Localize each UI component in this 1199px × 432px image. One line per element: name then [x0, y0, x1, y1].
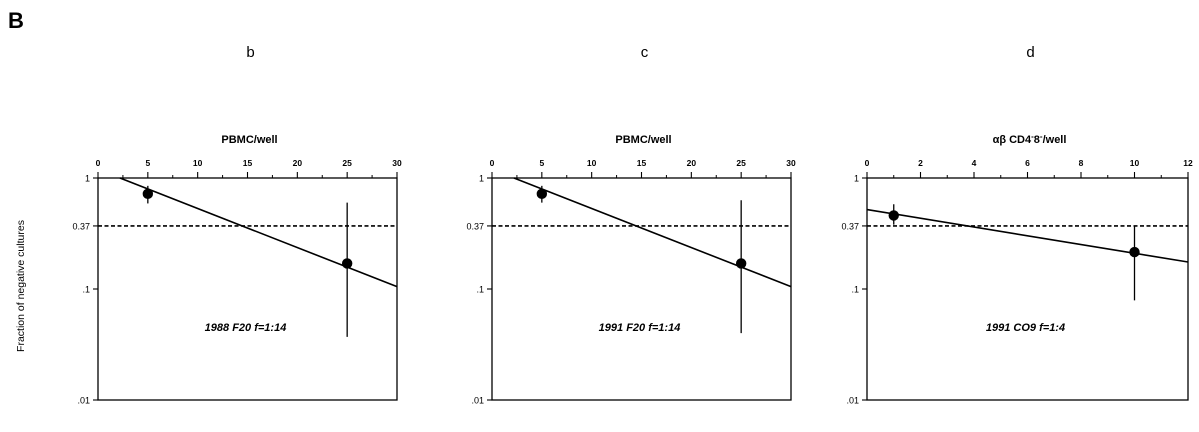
x-tick-label: 0	[490, 158, 495, 168]
x-tick-label: 2	[918, 158, 923, 168]
data-point	[536, 188, 548, 200]
x-tick-label: 20	[687, 158, 697, 168]
x-tick-label: 8	[1079, 158, 1084, 168]
chart-panel-b: b PBMC/well 0 5 10 15 20 25 30 1 0.37 .1 .01 1988 F20…	[72, 44, 402, 406]
frequency-annotation: 1991 F20 f=1:14	[599, 322, 681, 334]
y-tick-label: .1	[476, 285, 484, 295]
fit-line	[866, 208, 1189, 263]
x-axis-label-part: /well	[1043, 134, 1067, 146]
x-axis-label-sup: -	[1031, 132, 1034, 141]
data-point	[1129, 246, 1140, 258]
chart-panel-c: c PBMC/well 0 5 10 15 20 25 30 1 0.37 .1 .01 1991 F20…	[466, 44, 796, 406]
x-tick-label: 30	[392, 158, 402, 168]
y-tick-label: 1	[85, 174, 90, 184]
fit-line	[119, 177, 398, 288]
x-tick-label: 30	[786, 158, 796, 168]
x-axis-label-sup: -	[1040, 132, 1043, 141]
x-tick-label: 25	[736, 158, 746, 168]
x-axis-label: PBMC/well	[615, 134, 671, 146]
data-point	[341, 258, 353, 269]
panel-label: B	[8, 8, 24, 33]
plot-frame	[866, 177, 1189, 401]
x-tick-label: 5	[145, 158, 150, 168]
x-tick-label: 5	[539, 158, 544, 168]
x-axis-label: αβ CD4-8-/well	[993, 132, 1067, 146]
plot-frame	[491, 177, 792, 401]
subpanel-letter: b	[246, 44, 254, 61]
y-tick-label: .01	[846, 396, 859, 406]
x-tick-label: 10	[1130, 158, 1140, 168]
y-tick-label: 0.37	[466, 221, 484, 231]
y-tick-label: 0.37	[72, 221, 90, 231]
frequency-annotation: 1991 CO9 f=1:4	[986, 322, 1065, 334]
x-tick-label: 0	[865, 158, 870, 168]
y-tick-label: 1	[854, 174, 859, 184]
x-tick-label: 10	[587, 158, 597, 168]
y-tick-label: .1	[82, 285, 90, 295]
y-tick-label: .01	[471, 396, 484, 406]
x-tick-label: 15	[243, 158, 253, 168]
data-point	[888, 210, 899, 221]
y-axis-label: Fraction of negative cultures	[15, 220, 27, 352]
x-tick-label: 15	[637, 158, 647, 168]
y-tick-label: 1	[479, 174, 484, 184]
x-tick-label: 4	[972, 158, 977, 168]
frequency-annotation: 1988 F20 f=1:14	[205, 322, 287, 334]
fit-line	[513, 177, 792, 288]
x-tick-label: 20	[293, 158, 303, 168]
data-point	[735, 258, 747, 269]
subpanel-letter: d	[1026, 44, 1034, 61]
x-axis-label-part: 8	[1034, 134, 1040, 146]
y-tick-label: .01	[77, 396, 90, 406]
y-tick-label: 0.37	[841, 221, 859, 231]
plot-frame	[97, 177, 398, 401]
subpanel-letter: c	[641, 44, 649, 61]
x-axis-label: PBMC/well	[221, 134, 277, 146]
x-tick-label: 0	[96, 158, 101, 168]
y-tick-label: .1	[851, 285, 859, 295]
x-tick-label: 12	[1183, 158, 1193, 168]
x-axis-label-part: αβ CD4	[993, 134, 1032, 146]
x-tick-label: 25	[342, 158, 352, 168]
data-point	[142, 188, 154, 200]
x-tick-label: 6	[1025, 158, 1030, 168]
x-tick-label: 10	[193, 158, 203, 168]
